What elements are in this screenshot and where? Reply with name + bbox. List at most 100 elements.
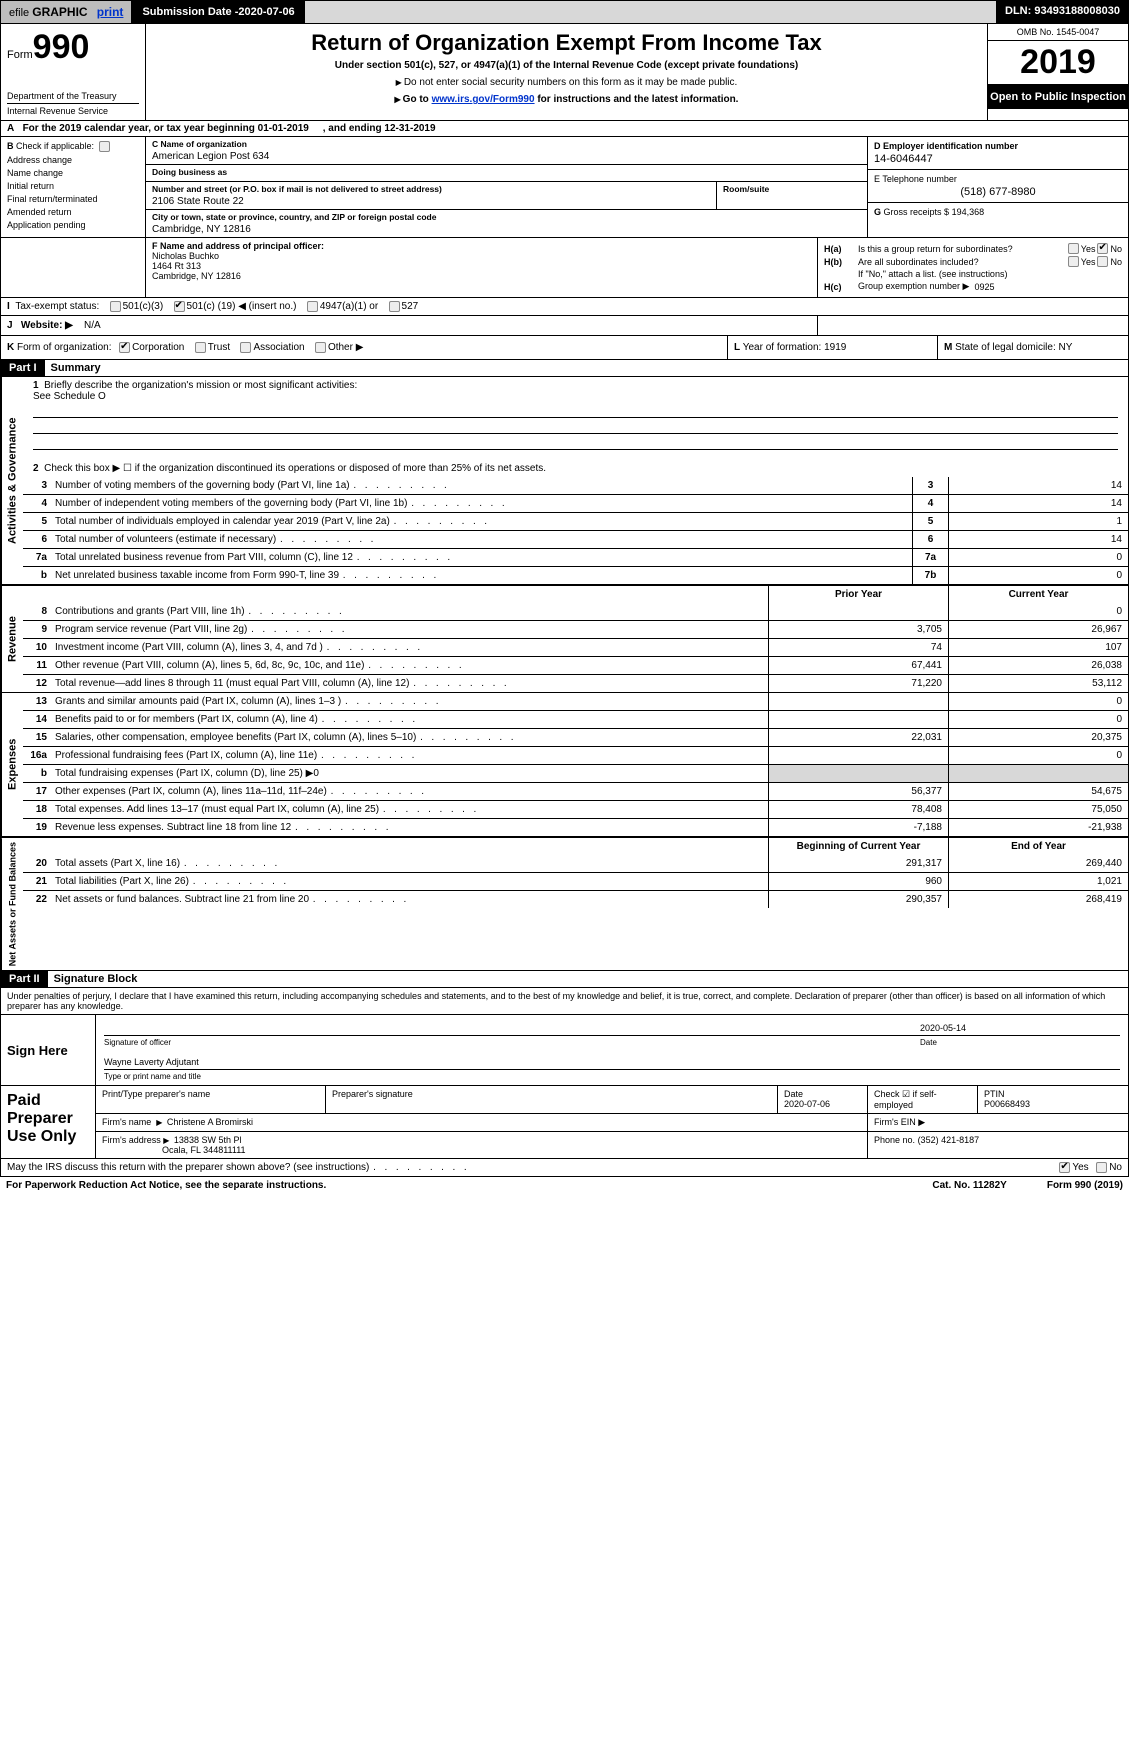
paid-label: Paid Preparer Use Only [1, 1086, 96, 1158]
ph-sig: Preparer's signature [326, 1086, 778, 1113]
b-opt-5: Application pending [7, 220, 86, 230]
efile-print-link[interactable]: print [97, 5, 124, 19]
line-15: 15 Salaries, other compensation, employe… [23, 728, 1128, 746]
ln-current: 1,021 [948, 873, 1128, 890]
sig-officer [104, 1021, 920, 1035]
ln-current: 107 [948, 639, 1128, 656]
ln-cellno: 5 [912, 513, 948, 530]
ln-desc: Total number of volunteers (estimate if … [51, 531, 912, 548]
k-o4: Other ▶ [328, 342, 363, 353]
discuss-no-cb[interactable] [1096, 1162, 1107, 1173]
k-o2: Trust [208, 342, 230, 353]
line-20: 20 Total assets (Part X, line 16) 291,31… [23, 855, 1128, 872]
boy-hdr: Beginning of Current Year [768, 838, 948, 855]
c-city: Cambridge, NY 12816 [152, 224, 861, 235]
ln-desc: Grants and similar amounts paid (Part IX… [51, 693, 768, 710]
expenses-section: Expenses 13 Grants and similar amounts p… [1, 692, 1128, 836]
i-o2-cb[interactable] [174, 301, 185, 312]
ln-prior [768, 603, 948, 620]
ln-prior: 71,220 [768, 675, 948, 692]
i-o3-cb[interactable] [307, 301, 318, 312]
paid-preparer: Paid Preparer Use Only Print/Type prepar… [0, 1086, 1129, 1159]
ln-desc: Salaries, other compensation, employee b… [51, 729, 768, 746]
k-o3-cb[interactable] [240, 342, 251, 353]
part-ii-tag: Part II [1, 971, 48, 987]
ln-num: 4 [23, 495, 51, 512]
k-o1-cb[interactable] [119, 342, 130, 353]
hb-note: If "No," attach a list. (see instruction… [858, 269, 1007, 279]
m-label: M [944, 342, 952, 353]
d-cell: D Employer identification number 14-6046… [868, 137, 1128, 170]
goto-link[interactable]: www.irs.gov/Form990 [432, 94, 535, 105]
line-17: 17 Other expenses (Part IX, column (A), … [23, 782, 1128, 800]
f-cell: F Name and address of principal officer:… [146, 238, 818, 297]
ln-prior: 74 [768, 639, 948, 656]
ln-cellno: 4 [912, 495, 948, 512]
header-left: Form990 Department of the Treasury Inter… [1, 24, 146, 120]
sig-label: Signature of officer [104, 1038, 920, 1047]
discuss-yes: Yes [1072, 1162, 1088, 1173]
dept1: Department of the Treasury [7, 91, 139, 101]
hb-no-cb[interactable] [1097, 256, 1108, 267]
ln-cellno: 7a [912, 549, 948, 566]
ha-yes-cb[interactable] [1068, 243, 1079, 254]
ln-desc: Other expenses (Part IX, column (A), lin… [51, 783, 768, 800]
sig-labels1: Signature of officer Date [104, 1038, 1120, 1047]
footer: For Paperwork Reduction Act Notice, see … [0, 1177, 1129, 1194]
side-revenue: Revenue [1, 586, 23, 692]
hb-text: Are all subordinates included? [858, 257, 1066, 267]
ha-label: H(a) [824, 244, 858, 254]
ln-current: 0 [948, 693, 1128, 710]
k-o4-cb[interactable] [315, 342, 326, 353]
e-cell: E Telephone number (518) 677-8980 [868, 170, 1128, 203]
prow-hdr: Print/Type preparer's name Preparer's si… [96, 1086, 1128, 1114]
form-no: 990 [33, 28, 90, 66]
b-opt-1: Name change [7, 168, 63, 178]
topbar-spacer [305, 1, 996, 23]
fh-leftgap [1, 238, 146, 297]
header: Form990 Department of the Treasury Inter… [0, 24, 1129, 121]
activities-section: Activities & Governance 1 Briefly descri… [1, 377, 1128, 584]
dept-rule [7, 103, 139, 104]
form-number: Form990 [7, 28, 139, 67]
efile-box: efile GRAPHIC print [1, 1, 132, 23]
hb-no: No [1110, 257, 1122, 267]
k-o2-cb[interactable] [195, 342, 206, 353]
p-date: 2020-07-06 [784, 1099, 830, 1109]
dept2: Internal Revenue Service [7, 106, 139, 116]
k-o3: Association [253, 342, 304, 353]
ln-num: 10 [23, 639, 51, 656]
j-right [818, 316, 1128, 335]
line-19: 19 Revenue less expenses. Subtract line … [23, 818, 1128, 836]
rule2 [33, 420, 1118, 434]
c-addr-row: Number and street (or P.O. box if mail i… [146, 182, 867, 210]
ln-cellno: 3 [912, 477, 948, 494]
hc-row: H(c) Group exemption number ▶ 0925 [824, 281, 1122, 292]
hb-row: H(b) Are all subordinates included? Yes … [824, 256, 1122, 267]
hb-yes-cb[interactable] [1068, 256, 1079, 267]
sig-name: Wayne Laverty Adjutant [104, 1055, 1120, 1069]
l1-label: 1 [33, 380, 39, 391]
ln-num: b [23, 765, 51, 782]
ln-current: 269,440 [948, 855, 1128, 872]
ln-desc: Total assets (Part X, line 16) [51, 855, 768, 872]
activities-body: 1 Briefly describe the organization's mi… [23, 377, 1128, 584]
i-o4-cb[interactable] [389, 301, 400, 312]
period-row: A For the 2019 calendar year, or tax yea… [0, 121, 1129, 137]
ln-current: 20,375 [948, 729, 1128, 746]
b-top-checkbox[interactable] [99, 141, 110, 152]
line-21: 21 Total liabilities (Part X, line 26) 9… [23, 872, 1128, 890]
ln-current [948, 765, 1128, 782]
open-inspection: Open to Public Inspection [988, 85, 1128, 109]
ln-val: 14 [948, 531, 1128, 548]
discuss-yes-cb[interactable] [1059, 1162, 1070, 1173]
i-o1-cb[interactable] [110, 301, 121, 312]
ha-no-cb[interactable] [1097, 243, 1108, 254]
revenue-hdr: Prior Year Current Year [23, 586, 1128, 603]
header-center: Return of Organization Exempt From Incom… [146, 24, 988, 120]
ln-desc: Total unrelated business revenue from Pa… [51, 549, 912, 566]
ph-name: Print/Type preparer's name [96, 1086, 326, 1113]
rows-expenses: 13 Grants and similar amounts paid (Part… [23, 693, 1128, 836]
j-left: J Website: ▶ N/A [1, 316, 818, 335]
l-value: 1919 [824, 342, 846, 353]
